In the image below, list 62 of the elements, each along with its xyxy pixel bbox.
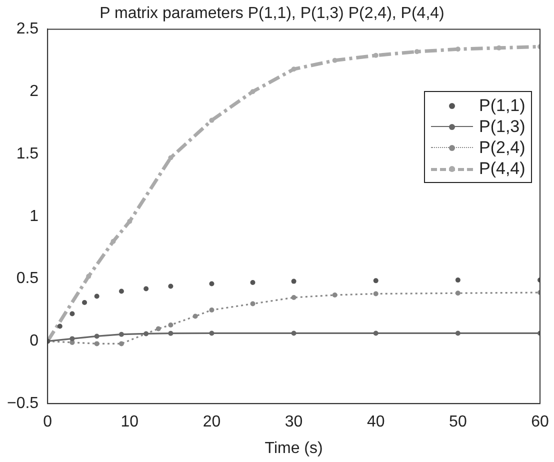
x-tick-label: 40 bbox=[366, 414, 385, 431]
point bbox=[94, 294, 100, 299]
point bbox=[57, 324, 62, 329]
point bbox=[127, 218, 132, 224]
y-tick-label: 1.5 bbox=[16, 145, 39, 162]
point bbox=[70, 336, 75, 342]
point bbox=[192, 314, 198, 319]
point bbox=[118, 332, 124, 337]
point bbox=[156, 326, 161, 332]
point bbox=[291, 330, 296, 336]
point bbox=[250, 280, 256, 286]
point bbox=[291, 295, 296, 300]
point bbox=[332, 58, 338, 63]
point bbox=[373, 278, 378, 284]
chart-title: P matrix parameters P(1,1), P(1,3) P(2,4), P(4,4) bbox=[100, 5, 444, 22]
x-tick-label: 10 bbox=[120, 414, 139, 431]
point bbox=[86, 274, 92, 279]
point bbox=[168, 155, 174, 160]
y-tick-label: −0.5 bbox=[6, 395, 39, 412]
point bbox=[70, 311, 75, 316]
point bbox=[118, 288, 124, 294]
point bbox=[250, 89, 256, 94]
point bbox=[118, 341, 124, 346]
point bbox=[455, 290, 460, 296]
point bbox=[373, 52, 378, 58]
x-tick-label: 50 bbox=[449, 414, 467, 431]
point bbox=[455, 330, 460, 336]
point bbox=[373, 291, 378, 296]
point bbox=[168, 330, 174, 336]
x-tick-label: 60 bbox=[531, 414, 549, 431]
point bbox=[94, 334, 100, 339]
point bbox=[144, 331, 149, 336]
point bbox=[82, 300, 88, 306]
point bbox=[373, 330, 378, 336]
legend-label: P(1,1) bbox=[479, 96, 526, 116]
y-tick-label: 2.5 bbox=[16, 20, 39, 38]
point bbox=[209, 281, 214, 286]
point bbox=[144, 286, 149, 292]
y-tick-label: 1 bbox=[30, 208, 39, 225]
y-tick-label: 2 bbox=[30, 83, 39, 100]
point bbox=[168, 322, 174, 328]
point bbox=[455, 278, 460, 283]
point bbox=[209, 308, 214, 312]
legend-label: P(2,4) bbox=[479, 138, 526, 158]
x-axis-title: Time (s) bbox=[264, 440, 323, 457]
point bbox=[414, 49, 420, 54]
legend-label: P(4,4) bbox=[479, 158, 526, 179]
x-tick-label: 0 bbox=[43, 414, 52, 431]
point bbox=[209, 330, 214, 336]
point bbox=[209, 118, 214, 123]
point bbox=[291, 278, 296, 284]
point bbox=[168, 284, 174, 289]
legend-label: P(1,3) bbox=[479, 116, 526, 137]
x-tick-label: 20 bbox=[202, 414, 221, 431]
point bbox=[332, 292, 338, 298]
y-tick-label: 0.5 bbox=[16, 270, 39, 288]
y-tick-label: 0 bbox=[30, 332, 39, 350]
point bbox=[250, 301, 256, 306]
point bbox=[291, 66, 296, 72]
x-tick-label: 30 bbox=[284, 414, 303, 431]
point bbox=[110, 238, 116, 244]
point bbox=[94, 341, 100, 346]
